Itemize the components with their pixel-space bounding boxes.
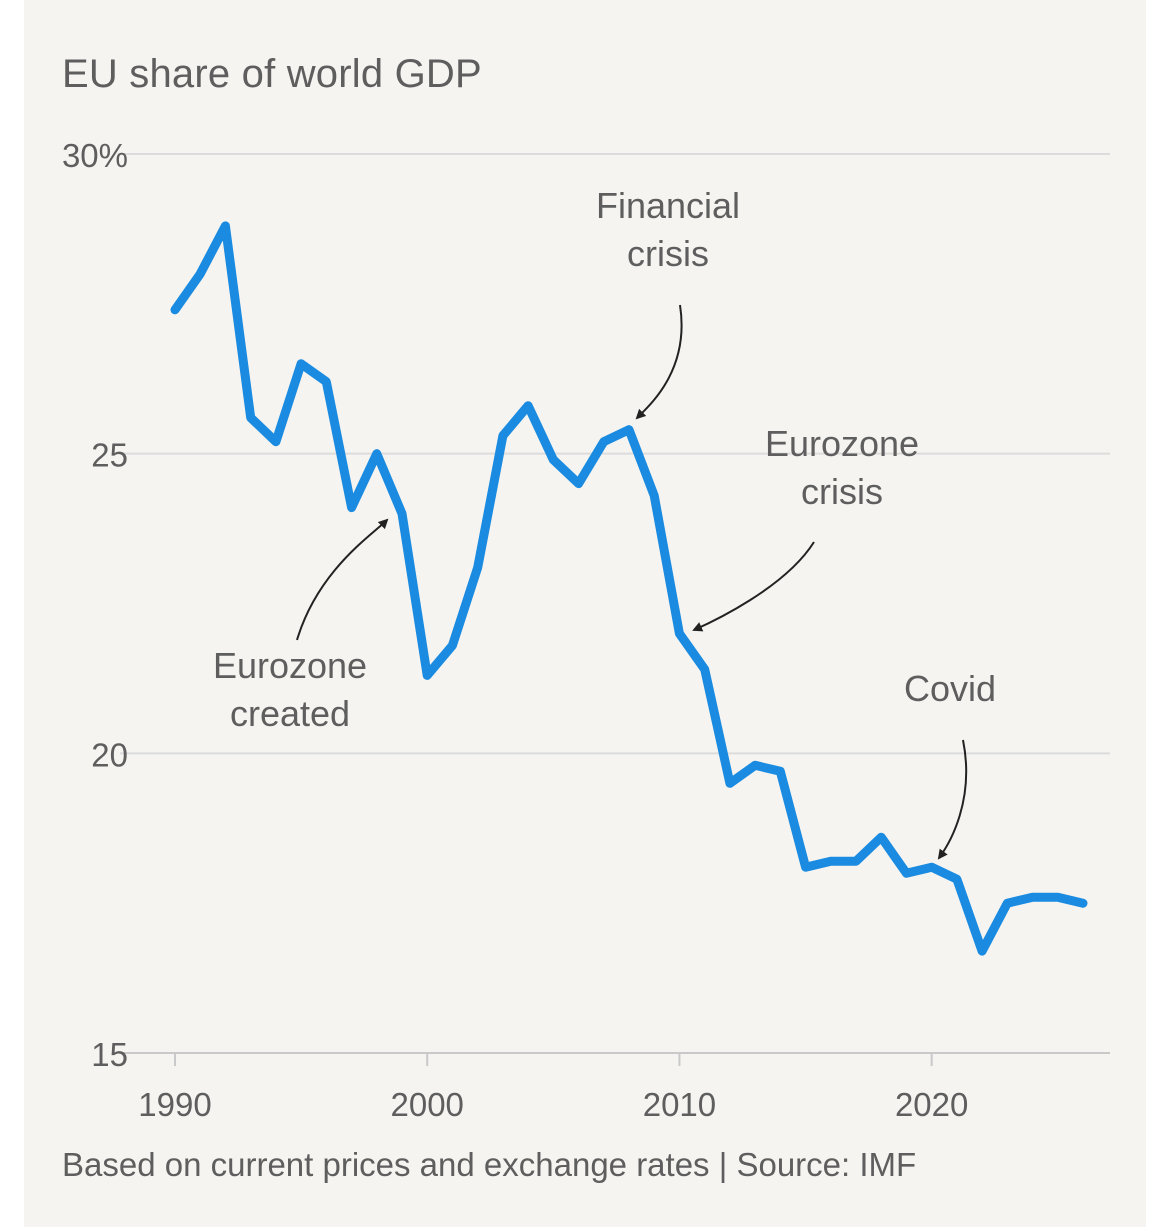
y-tick-label: 15 — [91, 1036, 128, 1073]
chart-caption: Based on current prices and exchange rat… — [62, 1146, 917, 1183]
x-tick-label: 2010 — [643, 1086, 716, 1123]
y-tick-label: 25 — [91, 437, 128, 474]
annotation-label: Eurozone — [213, 645, 367, 686]
x-tick-label: 1990 — [138, 1086, 211, 1123]
annotation-label: created — [230, 693, 350, 734]
y-tick-label: 30% — [62, 137, 128, 174]
series-line — [170, 221, 1088, 956]
chart-title: EU share of world GDP — [62, 52, 482, 96]
annotation-label: Covid — [904, 668, 996, 709]
annotation-arrow — [635, 304, 683, 420]
x-tick-label: 2020 — [895, 1086, 968, 1123]
annotation-arrow — [296, 518, 389, 641]
annotation-arrow — [937, 739, 968, 860]
annotation-label: Financial — [596, 185, 740, 226]
annotation-label: Eurozone — [765, 423, 919, 464]
annotation-label: crisis — [627, 233, 709, 274]
annotation-label: crisis — [801, 471, 883, 512]
annotation-arrow — [692, 541, 815, 632]
x-tick-label: 2000 — [391, 1086, 464, 1123]
y-tick-label: 20 — [91, 736, 128, 773]
chart-card: EU share of world GDP Based on current p… — [24, 0, 1146, 1227]
